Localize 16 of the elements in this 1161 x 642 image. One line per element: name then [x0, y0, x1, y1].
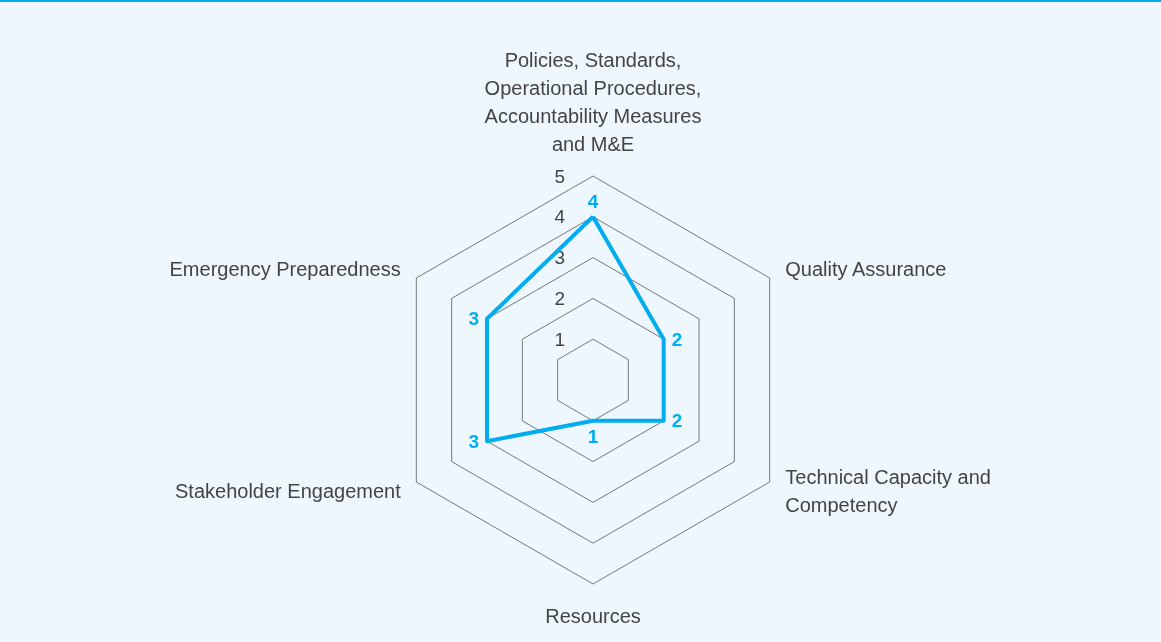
spoke-label: Resources	[545, 605, 641, 627]
y-tick-label: 1	[554, 328, 565, 350]
spoke-label: Emergency Preparedness	[169, 258, 401, 280]
data-label: 2	[671, 328, 683, 350]
y-tick-label: 2	[554, 287, 565, 309]
spoke-label: Stakeholder Engagement	[175, 480, 402, 502]
spoke-label: Technical Capacity and Competency	[785, 466, 991, 516]
spoke-label: Quality Assurance	[785, 258, 947, 280]
spoke-label: Policies, Standards, Operational Procedures, Accountability Measures and M&E	[484, 49, 702, 155]
y-tick-label: 4	[554, 206, 566, 228]
data-label: 2	[671, 410, 683, 432]
data-label: 3	[468, 308, 479, 330]
y-tick-label: 5	[554, 165, 565, 187]
data-label: 1	[587, 425, 599, 447]
data-label: 3	[468, 430, 479, 452]
data-label: 4	[587, 190, 599, 212]
